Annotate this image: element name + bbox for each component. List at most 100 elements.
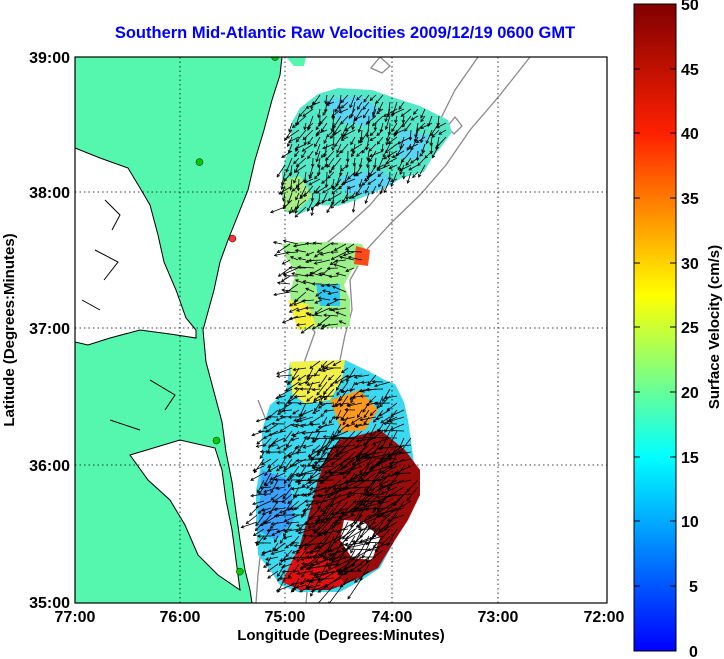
velocity-vector — [333, 298, 347, 301]
velocity-vector-head — [375, 495, 380, 499]
velocity-vector — [312, 444, 321, 452]
station-2 — [195, 158, 204, 166]
velocity-vector-head — [340, 149, 344, 154]
velocity-vector — [300, 472, 314, 476]
velocity-vector — [395, 465, 412, 474]
velocity-vector-head — [304, 273, 309, 278]
velocity-vector-head — [396, 141, 401, 145]
velocity-vector — [349, 192, 356, 199]
velocity-vector — [272, 437, 286, 444]
velocity-vector — [332, 115, 342, 129]
velocity-vector-head — [297, 377, 302, 381]
velocity-vector-head — [286, 135, 290, 139]
velocity-vector — [298, 402, 307, 418]
velocity-vector — [349, 94, 356, 108]
velocity-vector — [287, 374, 300, 385]
velocity-vector — [345, 122, 356, 132]
velocity-vector — [376, 164, 384, 170]
velocity-vector-head — [297, 530, 302, 535]
velocity-vector-head — [277, 577, 281, 582]
velocity-vector-head — [270, 209, 274, 214]
velocity-vector — [339, 577, 356, 588]
velocity-vector-head — [267, 468, 272, 472]
velocity-vector-head — [337, 570, 342, 575]
velocity-vector — [315, 143, 321, 156]
velocity-vector — [361, 456, 398, 460]
velocity-vector — [290, 388, 300, 399]
velocity-vector — [348, 479, 384, 483]
velocity-vector-head — [376, 132, 380, 136]
velocity-vector — [383, 178, 391, 193]
velocity-vector-head — [378, 470, 383, 474]
velocity-vector — [256, 416, 272, 422]
velocity-vector — [316, 150, 321, 162]
velocity-vector — [341, 507, 377, 514]
velocity-vector-head — [276, 173, 280, 178]
velocity-vector — [359, 458, 377, 473]
velocity-vector-head — [353, 375, 358, 379]
velocity-vector — [305, 274, 315, 277]
velocity-vector — [258, 486, 265, 495]
velocity-vector — [347, 185, 356, 189]
velocity-vector-head — [342, 475, 347, 480]
velocity-vector — [328, 549, 349, 556]
velocity-vector — [388, 416, 405, 422]
velocity-vector-head — [327, 175, 331, 179]
velocity-vector-head — [342, 421, 346, 426]
velocity-vector — [333, 444, 363, 457]
velocity-vector — [267, 570, 279, 579]
velocity-vector-head — [291, 124, 296, 128]
velocity-vector-head — [311, 439, 315, 443]
velocity-vector-head — [311, 448, 316, 453]
colorbar-tick-label: 35 — [681, 191, 699, 208]
velocity-vector — [397, 136, 412, 145]
velocity-vector — [366, 388, 384, 390]
velocity-vector-head — [304, 551, 309, 555]
velocity-vector — [341, 367, 349, 373]
velocity-vector-head — [310, 588, 315, 593]
velocity-vector — [284, 514, 300, 522]
velocity-vector — [385, 115, 391, 130]
velocity-vector — [307, 563, 342, 569]
velocity-vector — [273, 507, 286, 510]
velocity-vector — [420, 115, 426, 122]
velocity-vector-head — [335, 272, 340, 276]
velocity-vector-head — [334, 519, 339, 523]
velocity-vector-head — [341, 547, 345, 551]
velocity-vector-head — [289, 256, 294, 260]
velocity-vector — [343, 451, 370, 462]
colorbar-tick-label: 15 — [681, 450, 699, 467]
velocity-vector-head — [281, 569, 286, 574]
velocity-vector-head — [295, 196, 299, 201]
velocity-vector-head — [331, 525, 335, 530]
velocity-vector-head — [320, 283, 325, 288]
velocity-vector — [331, 542, 356, 563]
velocity-vector-head — [275, 401, 280, 405]
velocity-vector — [286, 129, 300, 139]
velocity-vector-head — [290, 433, 295, 437]
velocity-vector — [294, 164, 300, 173]
velocity-vector-head — [324, 184, 329, 189]
velocity-vector — [331, 451, 349, 465]
velocity-vector — [347, 542, 370, 549]
velocity-vector — [372, 521, 398, 537]
velocity-vector — [282, 409, 293, 412]
velocity-vector — [327, 94, 335, 105]
x-tick-label: 75:00 — [265, 609, 306, 626]
velocity-vector-head — [331, 415, 336, 420]
velocity-vector — [322, 185, 335, 194]
velocity-vector — [283, 465, 293, 472]
velocity-vector — [279, 556, 293, 562]
velocity-vector-head — [395, 152, 400, 157]
velocity-vector — [348, 108, 356, 119]
velocity-vector-head — [335, 183, 339, 188]
velocity-vector-head — [296, 187, 301, 192]
velocity-vector — [317, 157, 321, 168]
velocity-vector — [290, 178, 293, 190]
velocity-vector — [267, 458, 279, 468]
velocity-vector — [343, 458, 363, 479]
velocity-vector — [325, 479, 342, 493]
velocity-vector-head — [327, 452, 331, 456]
velocity-vector-head — [438, 131, 443, 135]
velocity-vector — [351, 192, 363, 199]
